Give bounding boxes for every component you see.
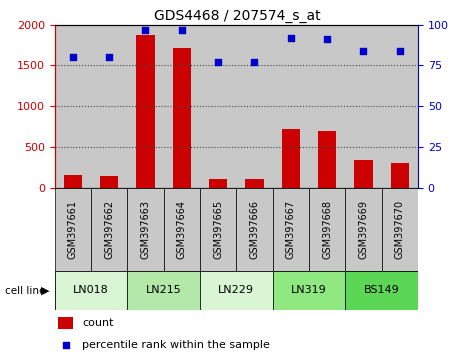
Bar bbox=[173, 48, 191, 188]
Text: cell line: cell line bbox=[5, 286, 45, 296]
Text: LN319: LN319 bbox=[291, 285, 327, 295]
Text: ▶: ▶ bbox=[41, 286, 49, 296]
Point bbox=[69, 55, 76, 60]
Bar bbox=[55, 25, 91, 188]
Bar bbox=[64, 175, 82, 188]
Point bbox=[142, 27, 149, 33]
Text: percentile rank within the sample: percentile rank within the sample bbox=[82, 339, 270, 350]
Text: LN018: LN018 bbox=[73, 285, 109, 295]
Point bbox=[105, 55, 113, 60]
Text: LN229: LN229 bbox=[218, 285, 254, 295]
Bar bbox=[236, 25, 273, 188]
FancyBboxPatch shape bbox=[127, 271, 200, 310]
Point bbox=[214, 59, 222, 65]
Text: GSM397661: GSM397661 bbox=[68, 200, 78, 259]
Bar bbox=[246, 178, 264, 188]
Bar bbox=[318, 131, 336, 188]
Bar bbox=[282, 129, 300, 188]
Text: GDS4468 / 207574_s_at: GDS4468 / 207574_s_at bbox=[154, 9, 321, 23]
Point bbox=[251, 59, 258, 65]
Text: count: count bbox=[82, 318, 114, 329]
Bar bbox=[91, 25, 127, 188]
Text: GSM397669: GSM397669 bbox=[359, 200, 369, 259]
Text: GSM397664: GSM397664 bbox=[177, 200, 187, 259]
Bar bbox=[200, 25, 236, 188]
Bar bbox=[273, 25, 309, 188]
Text: GSM397665: GSM397665 bbox=[213, 200, 223, 259]
Point bbox=[360, 48, 367, 54]
Bar bbox=[58, 318, 73, 329]
Point bbox=[396, 48, 404, 54]
FancyBboxPatch shape bbox=[345, 271, 418, 310]
Point bbox=[287, 35, 294, 41]
Text: GSM397663: GSM397663 bbox=[141, 200, 151, 259]
Bar bbox=[209, 179, 227, 188]
Text: LN215: LN215 bbox=[146, 285, 181, 295]
FancyBboxPatch shape bbox=[163, 188, 200, 271]
Bar bbox=[100, 176, 118, 188]
FancyBboxPatch shape bbox=[127, 188, 163, 271]
FancyBboxPatch shape bbox=[55, 271, 127, 310]
FancyBboxPatch shape bbox=[200, 188, 237, 271]
Bar bbox=[381, 25, 418, 188]
Text: GSM397666: GSM397666 bbox=[249, 200, 259, 259]
FancyBboxPatch shape bbox=[273, 271, 345, 310]
Point bbox=[62, 342, 69, 348]
FancyBboxPatch shape bbox=[345, 188, 381, 271]
Bar bbox=[345, 25, 381, 188]
FancyBboxPatch shape bbox=[237, 188, 273, 271]
Point bbox=[178, 27, 186, 33]
FancyBboxPatch shape bbox=[91, 188, 127, 271]
Text: BS149: BS149 bbox=[364, 285, 399, 295]
FancyBboxPatch shape bbox=[55, 188, 91, 271]
Bar bbox=[391, 163, 409, 188]
FancyBboxPatch shape bbox=[309, 188, 345, 271]
FancyBboxPatch shape bbox=[273, 188, 309, 271]
Text: GSM397668: GSM397668 bbox=[322, 200, 332, 259]
FancyBboxPatch shape bbox=[200, 271, 273, 310]
Text: GSM397662: GSM397662 bbox=[104, 200, 114, 259]
Bar bbox=[354, 160, 372, 188]
Bar bbox=[136, 35, 154, 188]
Bar bbox=[163, 25, 200, 188]
Bar bbox=[127, 25, 163, 188]
FancyBboxPatch shape bbox=[381, 188, 418, 271]
Text: GSM397667: GSM397667 bbox=[286, 200, 296, 259]
Bar bbox=[309, 25, 345, 188]
Text: GSM397670: GSM397670 bbox=[395, 200, 405, 259]
Point bbox=[323, 36, 331, 42]
